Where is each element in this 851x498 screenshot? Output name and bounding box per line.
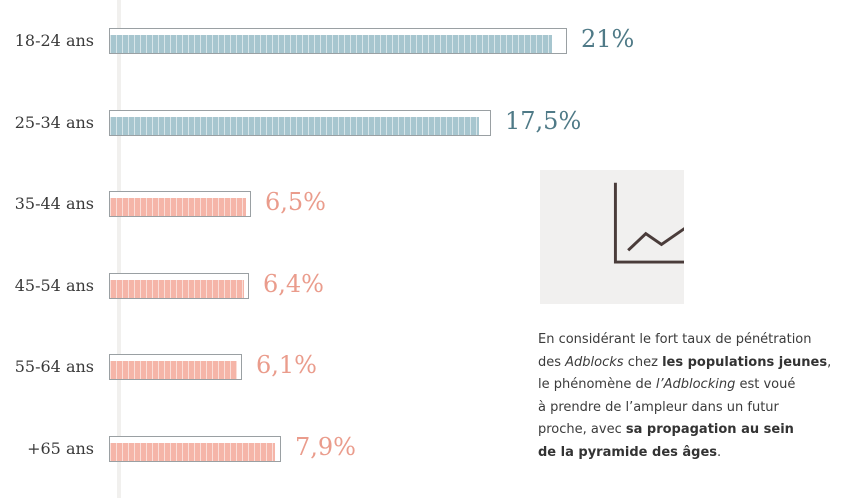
bar-hatch [110, 280, 244, 298]
bar-hatch [110, 443, 275, 461]
value-label: 6,4% [263, 270, 324, 298]
note-line-1: En considérant le fort taux de pénétrati… [538, 332, 812, 347]
category-label: 25-34 ans [14, 113, 94, 132]
trending-up-chart-icon [613, 182, 717, 264]
bar [109, 28, 567, 54]
bar-fill [110, 361, 238, 379]
category-label: 35-44 ans [14, 194, 94, 213]
value-label: 7,9% [295, 433, 356, 461]
bar-fill [110, 35, 553, 53]
bar [109, 436, 281, 462]
bar [109, 191, 251, 217]
bar-hatch [110, 198, 246, 216]
category-label: 45-54 ans [14, 276, 94, 295]
bar-fill [110, 443, 275, 461]
bar [109, 354, 242, 380]
bar-fill [110, 280, 244, 298]
note-line-5: proche, avec sa propagation au sein [538, 422, 794, 437]
bar-hatch [110, 35, 553, 53]
commentary-text: En considérant le fort taux de pénétrati… [538, 329, 838, 464]
trend-icon-panel [540, 170, 717, 304]
bar [109, 110, 491, 136]
value-label: 21% [581, 25, 635, 53]
axis-baseline [117, 0, 121, 498]
note-line-2: des Adblocks chez les populations jeunes… [538, 354, 832, 370]
note-line-6: de la pyramide des âges. [538, 444, 722, 460]
category-label: 18-24 ans [14, 31, 94, 50]
value-label: 6,1% [256, 351, 317, 379]
bar-fill [110, 198, 246, 216]
bar [109, 273, 249, 299]
value-label: 17,5% [505, 107, 582, 135]
value-label: 6,5% [265, 188, 326, 216]
bar-fill [110, 117, 479, 135]
note-line-3: le phénomène de l’Adblocking est voué [538, 377, 796, 392]
category-label: +65 ans [27, 439, 94, 458]
note-line-4: à prendre de l’ampleur dans un futur [538, 399, 779, 415]
bar-hatch [110, 117, 479, 135]
bar-hatch [110, 361, 238, 379]
category-label: 55-64 ans [14, 357, 94, 376]
